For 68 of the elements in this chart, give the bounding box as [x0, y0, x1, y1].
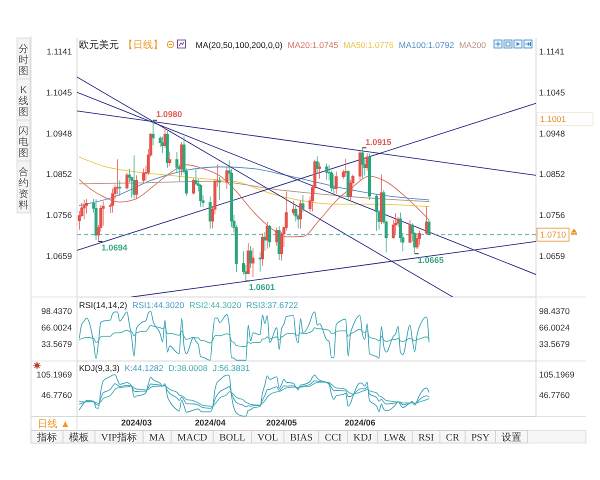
chart-title: 欧元美元 [79, 39, 119, 51]
series-label: J:56.3831 [212, 363, 250, 373]
legend-label: RSI1:44.3020 [132, 300, 184, 310]
text: LW& [384, 432, 407, 444]
y-tick-label: 1.0659 [46, 251, 72, 262]
ref-line-label: 1.0710 [540, 230, 566, 240]
annotation: 1.0665 [418, 254, 444, 265]
y2-tick-label: 1.0852 [539, 169, 566, 180]
text: BIAS [290, 432, 313, 444]
y2-tick-label: 1.1141 [539, 46, 565, 57]
text: MA50:1.0776 [343, 40, 394, 50]
text: 1.1001 [540, 114, 566, 124]
series-label: D:38.0008 [168, 363, 208, 373]
text: 闪电图 [18, 125, 28, 159]
y2-tick-label: 105.1969 [539, 369, 575, 380]
y-tick-label: 1.0948 [46, 128, 72, 139]
y-tick-label: 1.0852 [46, 169, 72, 180]
y2-tick-label: 1.0948 [539, 128, 566, 139]
text: RSI [418, 432, 434, 444]
text: MA100:1.0792 [398, 40, 454, 50]
legend-title: KDJ(9,3,3) [79, 363, 120, 373]
y2-tick-label: 66.0024 [539, 322, 570, 332]
text: VOL [257, 432, 278, 444]
text: KDJ [353, 432, 372, 444]
text: 指标 [36, 432, 57, 444]
y2-tick-label: 98.4370 [539, 306, 570, 316]
annotation: 1.0980 [156, 109, 182, 120]
annotation: 1.0915 [365, 136, 392, 147]
text: MA200 [459, 40, 486, 50]
y-tick-label: 1.1045 [46, 87, 72, 98]
text: MA [149, 432, 166, 444]
text: BOLL [219, 432, 246, 444]
y-tick-label: 66.0024 [41, 322, 72, 332]
y-tick-label: 33.5679 [41, 338, 72, 349]
text: CCI [324, 432, 342, 444]
text: MA20:1.0745 [288, 40, 338, 50]
text: 合约资料 [18, 166, 28, 211]
x-tick-label: 2024/03 [121, 418, 152, 428]
annotation: 1.0694 [101, 242, 128, 252]
text: 日线 ▲ [38, 418, 70, 430]
legend-title: MA(20,50,100,200,0,0) [196, 40, 283, 50]
chart-subtitle: 【日线】 [123, 39, 163, 51]
x-tick-label: 2024/05 [266, 418, 298, 428]
text: 分时图 [18, 43, 28, 77]
text: CR [446, 432, 460, 444]
y2-tick-label: 1.1045 [539, 87, 566, 98]
y-tick-label: 98.4370 [41, 306, 72, 316]
text: VIP指标 [101, 432, 138, 444]
text: 设置 [502, 432, 522, 444]
y-tick-label: 1.1141 [46, 46, 72, 57]
y2-tick-label: 46.7760 [539, 390, 570, 400]
x-tick-label: 2024/06 [344, 418, 376, 428]
text: RSI2:44.3020 [189, 300, 242, 310]
text: 模板 [69, 432, 89, 444]
y-tick-label: 105.1969 [36, 369, 72, 380]
y2-tick-label: 1.0659 [539, 251, 566, 262]
text: MACD [177, 432, 208, 444]
legend-title: RSI(14,14,2) [79, 300, 128, 310]
y2-tick-label: 1.0756 [539, 210, 566, 220]
text: PSY [471, 432, 490, 444]
x-tick-label: 2024/04 [194, 418, 226, 428]
series-label: K:44.1282 [124, 363, 164, 373]
y-tick-label: 46.7760 [41, 390, 72, 400]
text: K线图 [18, 85, 28, 118]
annotation: 1.0601 [248, 282, 276, 292]
series-label: RSI3:37.6722 [246, 300, 298, 310]
y2-tick-label: 33.5679 [539, 338, 570, 349]
y-tick-label: 1.0756 [46, 210, 72, 220]
